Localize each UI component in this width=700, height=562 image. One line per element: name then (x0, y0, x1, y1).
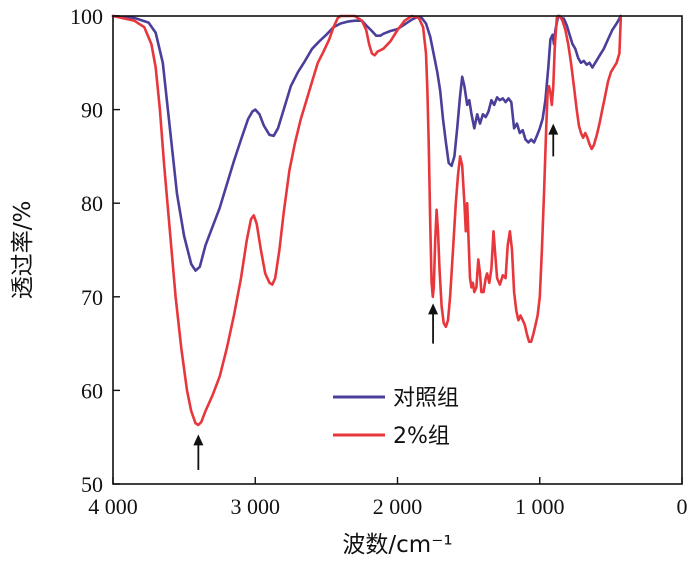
y-tick-label: 50 (81, 472, 103, 497)
legend-item: 2%组 (333, 424, 450, 449)
y-axis-title: 透过率/% (10, 201, 36, 300)
annotation-arrows (193, 123, 559, 470)
y-tick-label: 80 (81, 191, 103, 216)
y-tick-label: 70 (81, 285, 103, 310)
x-axis-title: 波数/cm⁻¹ (342, 532, 452, 558)
y-tick-label: 100 (70, 4, 103, 29)
legend-label: 对照组 (393, 386, 459, 411)
legend-item: 对照组 (333, 386, 459, 411)
legend-label: 2%组 (393, 424, 450, 449)
series-layer (111, 14, 623, 427)
series-line-2 (111, 14, 623, 427)
peak-arrow (193, 434, 204, 470)
legend: 对照组 2%组 (333, 386, 459, 449)
peak-arrow (548, 123, 559, 157)
y-tick-label: 90 (81, 98, 103, 123)
x-tick-label: 1 000 (515, 494, 565, 519)
x-tick-label: 3 000 (231, 494, 281, 519)
x-tick-label: 0 (677, 494, 688, 519)
plot-frame (112, 15, 683, 485)
axis-ticks: 4 000 3 000 2 000 1 000 0 50 60 70 80 90 100 (70, 4, 688, 519)
x-tick-label: 2 000 (373, 494, 423, 519)
y-tick-label: 60 (81, 378, 103, 403)
peak-arrow (428, 303, 439, 344)
x-tick-label: 4 000 (88, 494, 138, 519)
